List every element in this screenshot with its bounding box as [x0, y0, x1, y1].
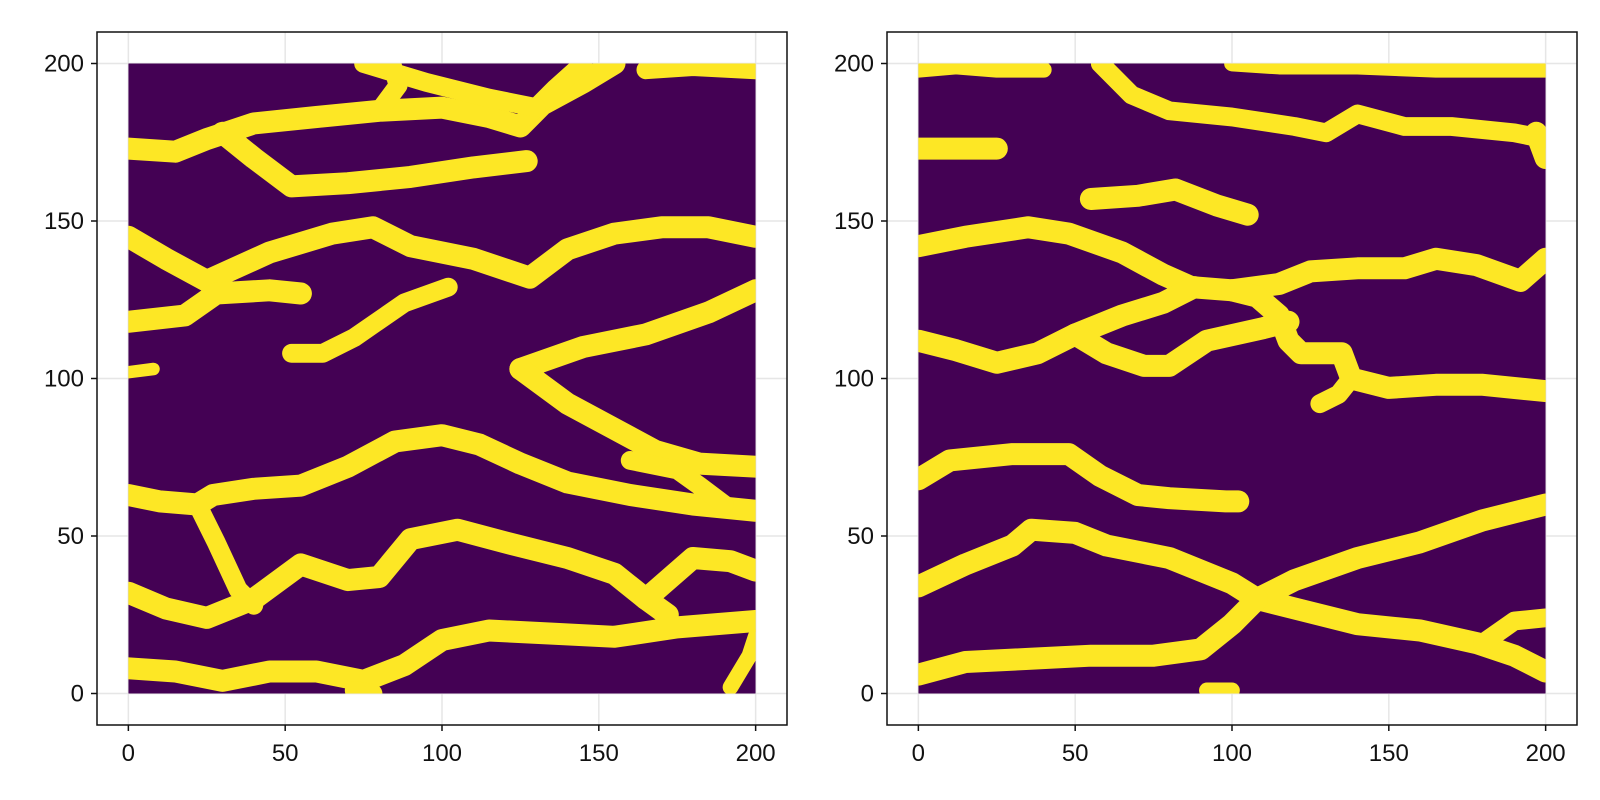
heatmap-channel-region [620, 451, 734, 514]
x-tick-label: 100 [422, 740, 462, 767]
heatmap-channel-region [918, 443, 1250, 513]
heatmap-channel-region [211, 121, 538, 198]
heatmap-channel-region [509, 279, 756, 380]
heatmap-channel-region [918, 518, 1546, 683]
y-tick-label: 100 [834, 366, 874, 393]
heatmap-channel-region [722, 628, 756, 694]
heatmap-channel-region [354, 63, 546, 117]
x-tick-label: 150 [579, 740, 619, 767]
heatmap-cells [128, 63, 756, 694]
heatmap-channel-region [282, 277, 458, 363]
heatmap-panel-right: 0 50 100 150 200 0 50 100 150 200 [834, 31, 1578, 767]
heatmap-channel-region [128, 279, 312, 333]
heatmap-channel-region [634, 547, 756, 610]
heatmap-channel-region [1221, 279, 1546, 403]
heatmap-channel-region [636, 63, 756, 80]
x-tick-label: 0 [912, 740, 925, 767]
y-tick-label: 200 [834, 51, 874, 78]
heatmap-channel-region [1079, 178, 1259, 226]
y-tick-label: 150 [834, 208, 874, 235]
heatmap-channel-region [918, 63, 1052, 78]
x-tick-label: 200 [1526, 740, 1566, 767]
x-tick-label: 0 [122, 740, 135, 767]
x-tick-label: 50 [272, 740, 299, 767]
x-tick-label: 200 [736, 740, 776, 767]
heatmap-channel-region [1246, 493, 1546, 610]
x-tick-label: 150 [1369, 740, 1409, 767]
y-tick-label: 50 [57, 523, 84, 550]
heatmap-channel-region [918, 588, 1269, 686]
heatmap-cells [918, 63, 1546, 694]
heatmap-channel-region [128, 518, 679, 629]
y-tick-label: 0 [861, 681, 874, 708]
heatmap-channel-region [1473, 608, 1546, 653]
heatmap-channel-region [128, 362, 160, 379]
y-tick-label: 100 [44, 366, 84, 393]
heatmap-panel-left: 0 50 100 150 200 0 50 100 150 200 [44, 31, 788, 767]
heatmap-channel-region [128, 216, 756, 292]
heatmap-channel-region [1064, 310, 1300, 377]
y-tick-label: 200 [44, 51, 84, 78]
heatmap-channel-region [1224, 63, 1546, 78]
heatmap-channel-region [344, 681, 383, 694]
y-tick-label: 150 [44, 208, 84, 235]
x-tick-label: 100 [1212, 740, 1252, 767]
heatmap-channel-region [509, 358, 756, 478]
y-tick-label: 0 [71, 681, 84, 708]
heatmap-channel-region [1310, 369, 1361, 414]
heatmap-channel-region [1525, 121, 1546, 169]
x-tick-label: 50 [1062, 740, 1089, 767]
heatmap-channel-region [1090, 63, 1546, 149]
heatmap-channel-region [918, 276, 1206, 374]
y-tick-label: 50 [847, 523, 874, 550]
heatmap-channel-region [128, 610, 756, 692]
